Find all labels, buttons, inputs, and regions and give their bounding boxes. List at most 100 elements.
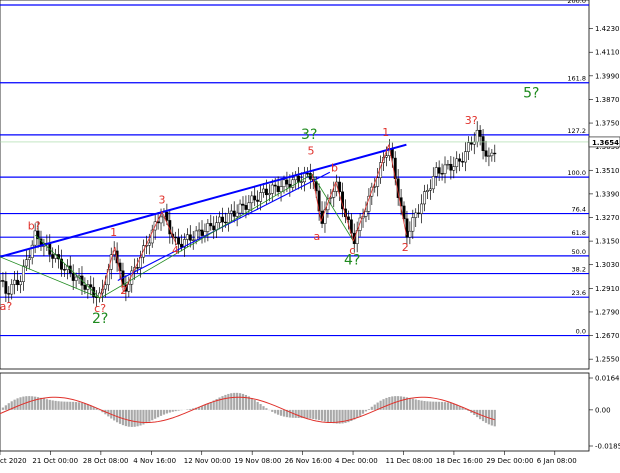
- price-tick-label: 1.3870: [595, 96, 620, 104]
- macd-bar: [55, 401, 57, 410]
- time-tick-label: 18 Dec 16:00: [436, 457, 483, 465]
- price-tick-label: 1.2910: [595, 285, 620, 293]
- candle-body: [488, 156, 490, 157]
- macd-bar: [40, 398, 42, 410]
- macd-bar: [69, 402, 71, 410]
- wave-label: b: [331, 161, 338, 174]
- macd-bar: [19, 397, 21, 410]
- wave-label: 5: [307, 145, 314, 158]
- wave-label: b?: [28, 219, 41, 232]
- candle-body: [306, 173, 308, 174]
- macd-bar: [166, 410, 168, 414]
- macd-bar: [409, 398, 411, 410]
- macd-bar: [75, 402, 77, 410]
- candle-body: [453, 167, 455, 171]
- price-tick-label: 1.4110: [595, 49, 620, 57]
- macd-bar: [420, 401, 422, 410]
- macd-bar: [362, 410, 364, 414]
- macd-bar: [78, 402, 80, 410]
- candle-body: [385, 156, 387, 157]
- candle-body: [294, 176, 296, 180]
- candle-body: [25, 260, 27, 266]
- macd-bar: [172, 410, 174, 412]
- macd-bar: [139, 410, 141, 426]
- candle-body: [494, 153, 496, 154]
- candle-body: [265, 189, 267, 195]
- candle-body: [256, 200, 258, 201]
- macd-bar: [46, 399, 48, 410]
- macd-bar: [157, 410, 159, 417]
- wave-label: 3?: [465, 114, 478, 127]
- macd-bar: [125, 410, 127, 426]
- time-tick-label: 29 Dec 00:00: [486, 457, 533, 465]
- macd-bar: [324, 410, 326, 422]
- macd-bar: [81, 403, 83, 410]
- time-tick-label: 21 Oct 00:00: [32, 457, 78, 465]
- macd-bar: [49, 400, 51, 410]
- candle-body: [485, 151, 487, 157]
- candle-body: [444, 165, 446, 174]
- macd-bar: [359, 410, 361, 416]
- macd-bar: [137, 410, 139, 426]
- macd-bar: [265, 408, 267, 410]
- candle-body: [409, 231, 411, 237]
- price-tick-label: 1.2550: [595, 356, 620, 364]
- macd-bar: [259, 404, 261, 410]
- candle-body: [441, 173, 443, 174]
- macd-bar: [450, 403, 452, 410]
- fib-level-label: 61.8: [572, 229, 586, 237]
- candle-body: [415, 213, 417, 218]
- macd-bar: [441, 402, 443, 410]
- macd-bar: [435, 402, 437, 410]
- macd-bar: [309, 410, 311, 419]
- wave-label: a?: [0, 300, 12, 313]
- macd-bar: [374, 405, 376, 410]
- macd-bar: [251, 398, 253, 410]
- candle-body: [84, 285, 86, 289]
- time-tick-label: 28 Oct 08:00: [83, 457, 129, 465]
- candle-body: [16, 280, 18, 285]
- candle-body: [374, 187, 376, 188]
- candle-body: [218, 217, 220, 223]
- macd-bar: [333, 410, 335, 423]
- candle-body: [376, 178, 378, 187]
- macd-bar: [277, 410, 279, 415]
- macd-bar: [189, 409, 191, 410]
- macd-bar: [403, 397, 405, 410]
- macd-bar: [418, 400, 420, 410]
- candle-body: [34, 231, 36, 245]
- macd-bar: [321, 410, 323, 421]
- candle-body: [259, 193, 261, 202]
- macd-bar: [122, 410, 124, 425]
- price-tick-label: 1.2790: [595, 308, 620, 316]
- candle-body: [51, 254, 53, 258]
- macd-bar: [453, 404, 455, 410]
- candle-body: [72, 273, 74, 281]
- macd-bar: [2, 408, 4, 410]
- macd-bar: [14, 400, 16, 410]
- candle-body: [438, 168, 440, 174]
- price-tick-label: 1.3030: [595, 261, 620, 269]
- candle-body: [224, 222, 226, 223]
- fib-level-label: 76.4: [572, 206, 586, 214]
- candle-body: [435, 168, 437, 177]
- macd-bar: [233, 393, 235, 410]
- price-tick-label: 1.3750: [595, 120, 620, 128]
- candle-body: [280, 187, 282, 192]
- macd-bar: [336, 410, 338, 424]
- wave-label: 1: [110, 226, 117, 239]
- macd-bar: [66, 402, 68, 410]
- current-price-label: 1.3654: [592, 139, 619, 147]
- time-tick-label: 4 Nov 16:00: [133, 457, 176, 465]
- candle-body: [300, 182, 302, 183]
- wave-label: a: [314, 230, 321, 243]
- fib-level-label: 23.6: [572, 289, 586, 297]
- macd-bar: [163, 410, 165, 415]
- time-tick-label: ct 2020: [0, 457, 27, 465]
- candle-body: [128, 284, 130, 291]
- candle-body: [174, 237, 176, 238]
- macd-bar: [16, 398, 18, 410]
- macd-tick-label: 0.00: [595, 406, 611, 414]
- candle-body: [160, 217, 162, 223]
- candle-body: [420, 204, 422, 214]
